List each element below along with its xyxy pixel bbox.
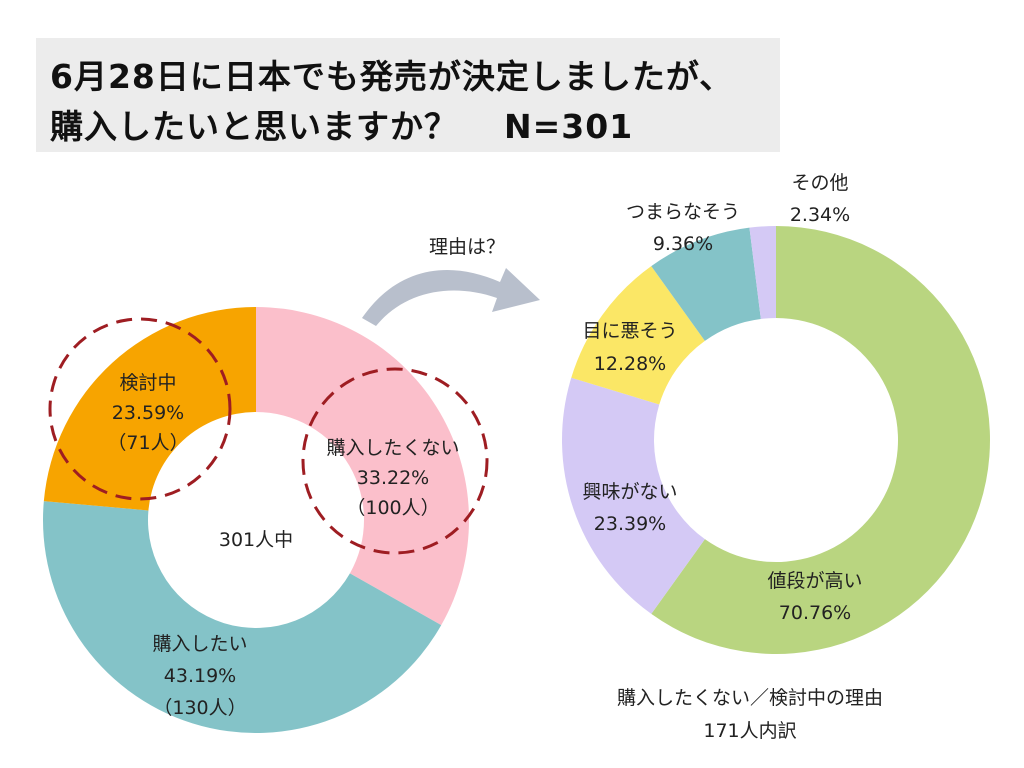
right-label-tsumaranasou: つまらなそう — [626, 201, 740, 223]
left-donut-chart — [43, 307, 469, 734]
left-percent-kounyuushitai: 43.19% — [164, 665, 236, 687]
right-label-nedan: 値段が高い — [767, 570, 862, 592]
right-caption-line-2: 171人内訳 — [703, 720, 797, 742]
left-donut-slice-0 — [256, 307, 469, 626]
left-donut-slice-1 — [43, 501, 442, 734]
left-count-kounyuushitakunai: （100人） — [346, 497, 439, 519]
left-percent-kentouchuu: 23.59% — [112, 402, 184, 424]
right-donut-slice-4 — [749, 226, 776, 319]
left-percent-kounyuushitakunai: 33.22% — [357, 467, 429, 489]
title-question: 購入したいと思いますか？ — [50, 107, 458, 146]
right-percent-meniwarusou: 12.28% — [594, 353, 666, 375]
highlight-circle-kounyuushitakunai — [301, 367, 489, 555]
title-line-2: 購入したいと思いますか？ N=301 — [50, 100, 633, 148]
left-count-kentouchuu: （71人） — [107, 432, 188, 454]
left-count-kounyuushitai: （130人） — [153, 697, 246, 719]
right-label-kyoumi: 興味がない — [582, 481, 677, 503]
left-label-kounyuushitakunai: 購入したくない — [326, 437, 459, 459]
right-percent-nedan: 70.76% — [779, 602, 851, 624]
left-donut-slice-2 — [43, 307, 256, 511]
right-donut-chart — [561, 226, 990, 654]
right-label-meniwarusou: 目に悪そう — [582, 320, 677, 342]
left-label-kounyuushitai: 購入したい — [152, 633, 247, 655]
title-line-1: 6月28日に日本でも発売が決定しましたが、 — [50, 57, 734, 96]
right-percent-tsumaranasou: 9.36% — [653, 233, 713, 255]
right-donut-slice-0 — [651, 226, 990, 654]
left-label-kentouchuu: 検討中 — [119, 372, 176, 394]
sample-size: N=301 — [504, 107, 634, 146]
right-label-sonota: その他 — [791, 172, 848, 194]
right-percent-kyoumi: 23.39% — [594, 513, 666, 535]
arrow-shape — [362, 268, 540, 326]
right-donut-slice-2 — [571, 266, 705, 405]
right-donut-slice-1 — [561, 377, 705, 614]
left-center-label: 301人中 — [219, 529, 293, 551]
right-caption-line-1: 購入したくない／検討中の理由 — [616, 687, 883, 709]
highlight-circle-kentouchuu — [48, 317, 232, 501]
title-box — [36, 38, 780, 152]
right-donut-slice-3 — [651, 227, 761, 341]
arrow-label: 理由は？ — [429, 236, 505, 258]
right-percent-sonota: 2.34% — [790, 204, 850, 226]
